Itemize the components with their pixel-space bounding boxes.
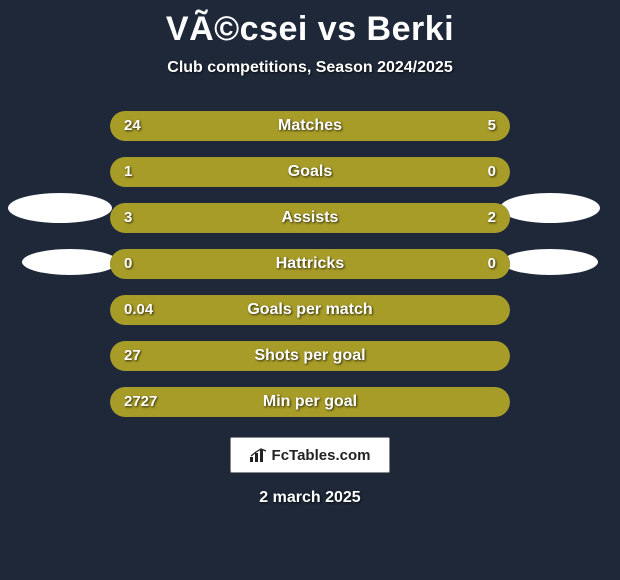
stat-row-goals: 1 Goals 0 <box>110 157 510 187</box>
player-marker-right-1 <box>500 193 600 223</box>
logo-text: FcTables.com <box>250 447 371 464</box>
stat-row-goals-per-match: 0.04 Goals per match <box>110 295 510 325</box>
chart-icon <box>250 448 268 462</box>
stat-label: Goals per match <box>110 295 510 325</box>
subtitle: Club competitions, Season 2024/2025 <box>0 59 620 77</box>
stat-label: Shots per goal <box>110 341 510 371</box>
stat-value-right: 2 <box>488 203 496 233</box>
player-marker-left-2 <box>22 249 118 275</box>
page-title: VÃ©csei vs Berki <box>0 10 620 49</box>
stat-label: Assists <box>110 203 510 233</box>
player-marker-right-2 <box>502 249 598 275</box>
stat-label: Min per goal <box>110 387 510 417</box>
stat-label: Goals <box>110 157 510 187</box>
stats-area: 24 Matches 5 1 Goals 0 3 Assists 2 0 Hat… <box>0 111 620 507</box>
stat-label: Hattricks <box>110 249 510 279</box>
stat-row-min-per-goal: 2727 Min per goal <box>110 387 510 417</box>
date-text: 2 march 2025 <box>0 489 620 507</box>
player-marker-left-1 <box>8 193 112 223</box>
stat-row-shots-per-goal: 27 Shots per goal <box>110 341 510 371</box>
stat-row-assists: 3 Assists 2 <box>110 203 510 233</box>
source-logo[interactable]: FcTables.com <box>230 437 390 473</box>
logo-label: FcTables.com <box>272 447 371 464</box>
stat-label: Matches <box>110 111 510 141</box>
stat-row-hattricks: 0 Hattricks 0 <box>110 249 510 279</box>
stat-value-right: 5 <box>488 111 496 141</box>
stat-row-matches: 24 Matches 5 <box>110 111 510 141</box>
stat-value-right: 0 <box>488 249 496 279</box>
stat-value-right: 0 <box>488 157 496 187</box>
comparison-card: VÃ©csei vs Berki Club competitions, Seas… <box>0 0 620 580</box>
